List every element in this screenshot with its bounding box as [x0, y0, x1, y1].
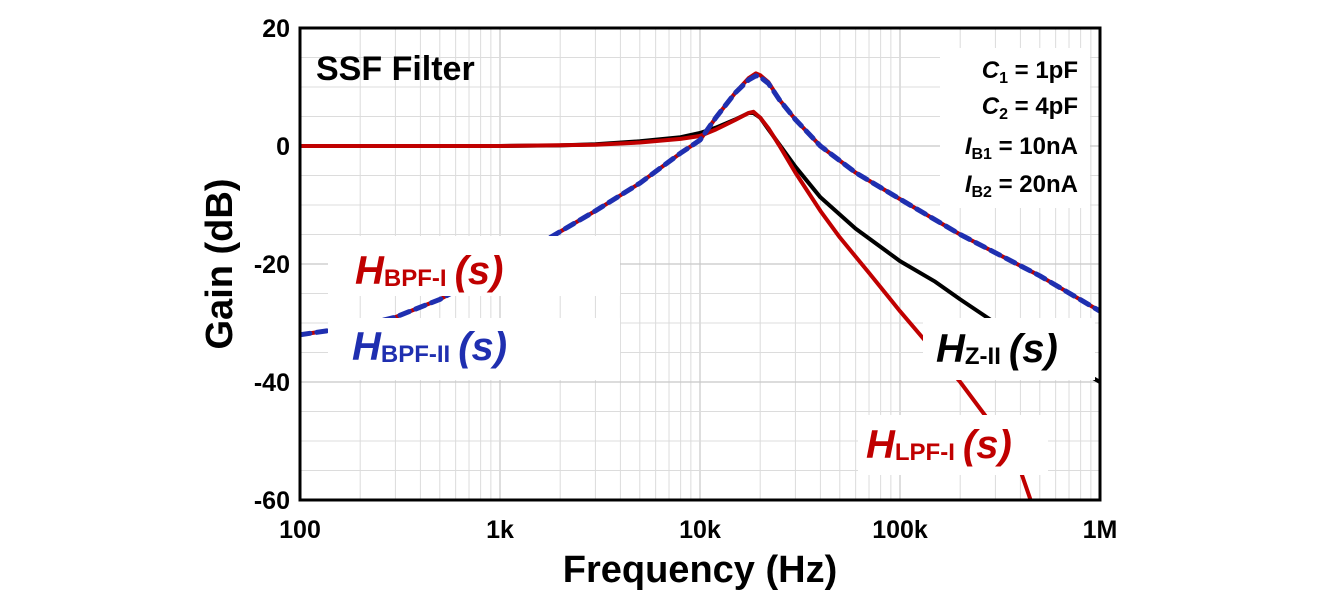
x-axis-label: Frequency (Hz) [563, 549, 837, 591]
y-tick-label: -60 [254, 487, 290, 515]
label-lpf-i: HLPF-I (s) [866, 423, 1012, 467]
x-tick-label: 1M [1083, 516, 1118, 544]
x-tick-label: 100k [872, 516, 928, 544]
y-axis-label: Gain (dB) [199, 179, 241, 350]
label-z-ii: HZ-II (s) [936, 327, 1058, 371]
y-tick-label: 0 [276, 133, 290, 161]
x-tick-label: 10k [679, 516, 721, 544]
parameters: C1 = 1pF C2 = 4pF IB1 = 10nA IB2 = 20nA [965, 57, 1078, 201]
label-bpf-i: HBPF-I (s) [355, 249, 503, 293]
params-box [940, 48, 1090, 208]
legend-box-z-ii [923, 318, 1095, 380]
param-c1: C1 = 1pF [982, 57, 1078, 87]
chart-title: SSF Filter [316, 50, 475, 88]
x-tick-label: 100 [279, 516, 321, 544]
y-tick-label: -20 [254, 251, 290, 279]
label-bpf-ii: HBPF-II (s) [352, 325, 507, 369]
legend-box-bpf-ii [328, 318, 620, 380]
ticks: 100 1k 10k 100k 1M 20 0 -20 -40 -60 [254, 15, 1118, 544]
legend-box-lpf-i [858, 415, 1048, 475]
x-tick-label: 1k [486, 516, 514, 544]
param-ib2: IB2 = 20nA [965, 171, 1078, 201]
param-c2: C2 = 4pF [982, 93, 1078, 123]
y-tick-label: -40 [254, 369, 290, 397]
param-ib1: IB1 = 10nA [965, 133, 1078, 163]
y-tick-label: 20 [262, 15, 290, 43]
plot-frame [298, 26, 1102, 502]
legend-box-bpf-i [328, 236, 620, 296]
